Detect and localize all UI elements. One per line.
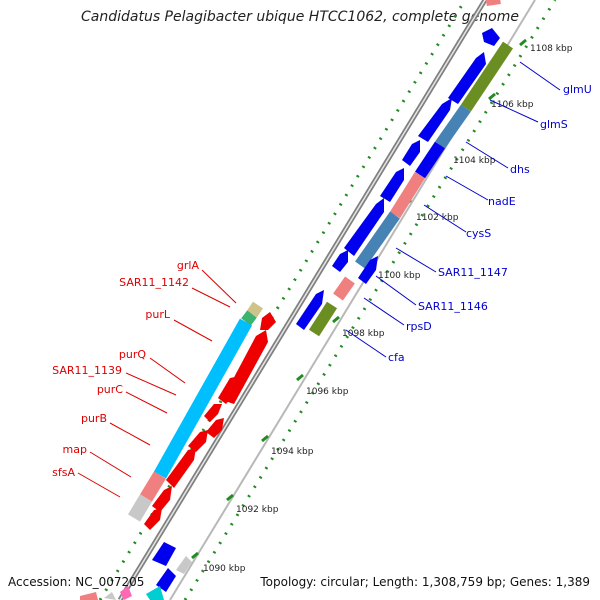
kbp-label: 1094 kbp bbox=[271, 447, 314, 457]
gene-label-purB: purB bbox=[81, 412, 107, 425]
gene-label-SAR11_1146: SAR11_1146 bbox=[418, 300, 488, 313]
gene-label-SAR11_1139: SAR11_1139 bbox=[52, 364, 122, 377]
gene-block bbox=[435, 104, 471, 149]
accession-text: Accession: NC_007205 bbox=[8, 575, 145, 589]
kbp-label: 1096 kbp bbox=[306, 387, 349, 397]
guide-lines bbox=[98, 0, 557, 600]
gene-block bbox=[127, 494, 153, 522]
gene-label-map: map bbox=[63, 443, 87, 456]
kbp-label: 1106 kbp bbox=[491, 100, 534, 110]
blue-label-lines bbox=[345, 61, 561, 358]
gene-label-sfsA: sfsA bbox=[52, 466, 75, 479]
gene-label-purL: purL bbox=[145, 308, 170, 321]
gene-block bbox=[153, 318, 253, 479]
kbp-label: 1102 kbp bbox=[416, 213, 459, 223]
gene-block bbox=[333, 276, 355, 301]
gene-label-grlA: grlA bbox=[177, 259, 200, 272]
kbp-label: 1104 kbp bbox=[453, 156, 496, 166]
outer-strand-arrows bbox=[296, 28, 500, 330]
gene-block bbox=[241, 310, 257, 326]
kbp-label: 1108 kbp bbox=[530, 44, 573, 54]
gene-block bbox=[308, 301, 338, 337]
bottom-genes bbox=[80, 542, 192, 600]
kbp-label: 1090 kbp bbox=[203, 564, 246, 574]
gene-label-SAR11_1142: SAR11_1142 bbox=[119, 276, 189, 289]
kbp-label: 1100 kbp bbox=[378, 271, 421, 281]
gene-block bbox=[247, 301, 263, 318]
gene-label-purC: purC bbox=[97, 383, 123, 396]
gene-label-cfa: cfa bbox=[388, 351, 405, 364]
gene-block bbox=[461, 41, 513, 112]
map-title: Candidatus Pelagibacter ubique HTCC1062,… bbox=[80, 9, 519, 25]
inner-strand-genes bbox=[127, 301, 263, 522]
gene-block bbox=[140, 471, 166, 502]
gene-label-cysS: cysS bbox=[466, 227, 491, 240]
inner-strand-arrows bbox=[144, 312, 276, 530]
topology-text: Topology: circular; Length: 1,308,759 bp… bbox=[260, 575, 590, 589]
gene-label-dhs: dhs bbox=[510, 163, 530, 176]
gene-label-rpsD: rpsD bbox=[406, 320, 432, 333]
red-label-lines bbox=[77, 269, 237, 498]
gene-block bbox=[389, 171, 426, 219]
kbp-label: 1098 kbp bbox=[342, 329, 385, 339]
gene-label-purQ: purQ bbox=[119, 348, 146, 361]
gene-label-glmU: glmU bbox=[563, 83, 592, 96]
gene-label-nadE: nadE bbox=[488, 195, 516, 208]
outer-strand-genes bbox=[308, 0, 513, 337]
gene-block bbox=[355, 211, 400, 269]
kbp-label: 1092 kbp bbox=[236, 505, 279, 515]
gene-label-glmS: glmS bbox=[540, 118, 568, 131]
gene-block bbox=[415, 141, 445, 179]
gene-label-SAR11_1147: SAR11_1147 bbox=[438, 266, 508, 279]
